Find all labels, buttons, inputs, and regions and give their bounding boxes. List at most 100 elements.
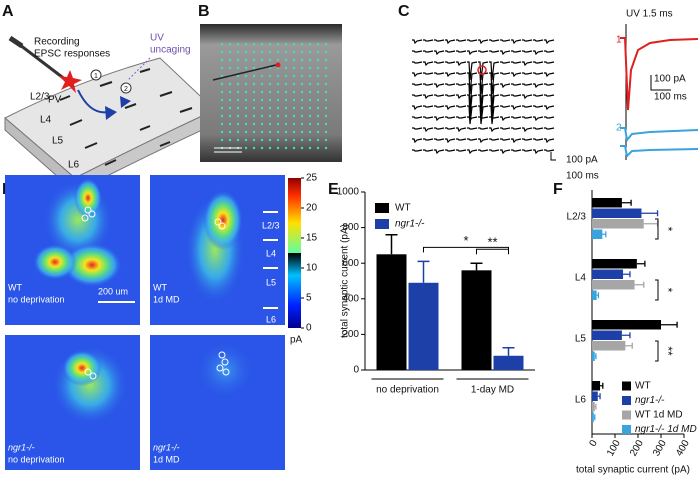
stim-site — [300, 50, 304, 54]
stim-site — [276, 82, 280, 86]
bar — [408, 282, 439, 370]
y-tick-label: 800 — [342, 222, 359, 233]
stim-site — [316, 58, 320, 62]
trace — [445, 127, 456, 130]
stim-site — [244, 138, 248, 142]
stim-site — [300, 114, 304, 118]
trace — [412, 39, 423, 45]
trace — [500, 50, 511, 56]
stim-site — [324, 106, 328, 110]
trace — [544, 127, 555, 130]
stim-site — [316, 130, 320, 134]
stim-site — [252, 106, 256, 110]
trace — [478, 138, 489, 144]
y-tick-label: L5 — [575, 334, 587, 345]
bar — [592, 269, 624, 279]
trace-grid — [412, 39, 555, 155]
bar — [592, 198, 622, 208]
layer-label: L6 — [266, 314, 276, 324]
stim-site — [276, 98, 280, 102]
error-bar — [641, 210, 659, 217]
trace — [423, 72, 434, 75]
trace — [467, 116, 478, 122]
error-bar — [594, 353, 597, 360]
stim-site — [236, 82, 240, 86]
legend-label: WT 1d MD — [635, 410, 683, 421]
panel-label: F — [553, 181, 563, 198]
trace — [489, 39, 500, 42]
trace — [456, 116, 467, 119]
bar — [592, 280, 635, 290]
stim-site — [268, 74, 272, 78]
error-bar — [636, 260, 646, 267]
stim-site — [284, 74, 288, 78]
trace — [423, 50, 434, 53]
trace — [533, 50, 544, 56]
stim-site — [268, 114, 272, 118]
map-genotype: WT — [8, 282, 22, 292]
legend-label: WT — [395, 203, 411, 214]
trace — [423, 61, 434, 67]
stim-site — [260, 82, 264, 86]
scale-label: 100 ms — [654, 92, 687, 103]
stim-site — [284, 66, 288, 70]
x-tick-label: 0 — [588, 438, 601, 449]
error-bar — [470, 262, 483, 271]
stim-site — [284, 90, 288, 94]
error-bar — [643, 220, 659, 227]
stim-site — [268, 42, 272, 46]
stim-site — [220, 130, 224, 134]
trace — [489, 116, 500, 119]
sig-bracket — [655, 279, 659, 301]
recording-label: EPSC responses — [34, 49, 110, 60]
stim-site — [228, 138, 232, 142]
stim-site — [284, 138, 288, 142]
stim-site — [236, 50, 240, 54]
trace — [445, 83, 456, 86]
trace — [500, 116, 511, 122]
trace — [467, 61, 478, 81]
stim-site — [228, 106, 232, 110]
stim-label: UV 1.5 ms — [626, 9, 673, 20]
sig-label: * — [661, 227, 675, 232]
stim-site — [300, 58, 304, 62]
trace — [500, 138, 511, 141]
stim-site — [220, 90, 224, 94]
trace — [445, 39, 456, 45]
stim-site — [324, 74, 328, 78]
trace — [434, 149, 445, 155]
stim-site — [324, 98, 328, 102]
legend-label: ngr1-/- 1d MD — [635, 424, 697, 435]
error-bar — [621, 199, 632, 206]
map-genotype: ngr1-/- — [153, 442, 180, 452]
error-bar — [602, 231, 607, 238]
trace-highlight — [477, 65, 487, 75]
stim-site — [300, 90, 304, 94]
stim-site — [252, 50, 256, 54]
stim-site — [276, 122, 280, 126]
trace — [511, 94, 522, 97]
stim-site — [316, 42, 320, 46]
stim-site — [300, 130, 304, 134]
stim-site — [244, 122, 248, 126]
stim-site — [292, 106, 296, 110]
stim-site — [300, 98, 304, 102]
colorbar-unit: pA — [290, 335, 303, 346]
trace — [489, 149, 500, 152]
trace — [522, 127, 533, 133]
stim-site — [260, 50, 264, 54]
y-tick-label: 1000 — [337, 187, 360, 198]
trace-label: 1 — [616, 35, 622, 46]
colorbar-tick-label: 5 — [306, 293, 312, 304]
colorbar-tick-label: 10 — [306, 263, 318, 274]
stim-site — [220, 106, 224, 110]
stim-site — [228, 130, 232, 134]
stim-site — [292, 122, 296, 126]
stim-site — [308, 130, 312, 134]
trace — [478, 116, 489, 119]
trace — [456, 127, 467, 133]
stim-site — [244, 50, 248, 54]
trace — [533, 138, 544, 141]
stim-site — [316, 114, 320, 118]
heatmap — [5, 175, 140, 325]
